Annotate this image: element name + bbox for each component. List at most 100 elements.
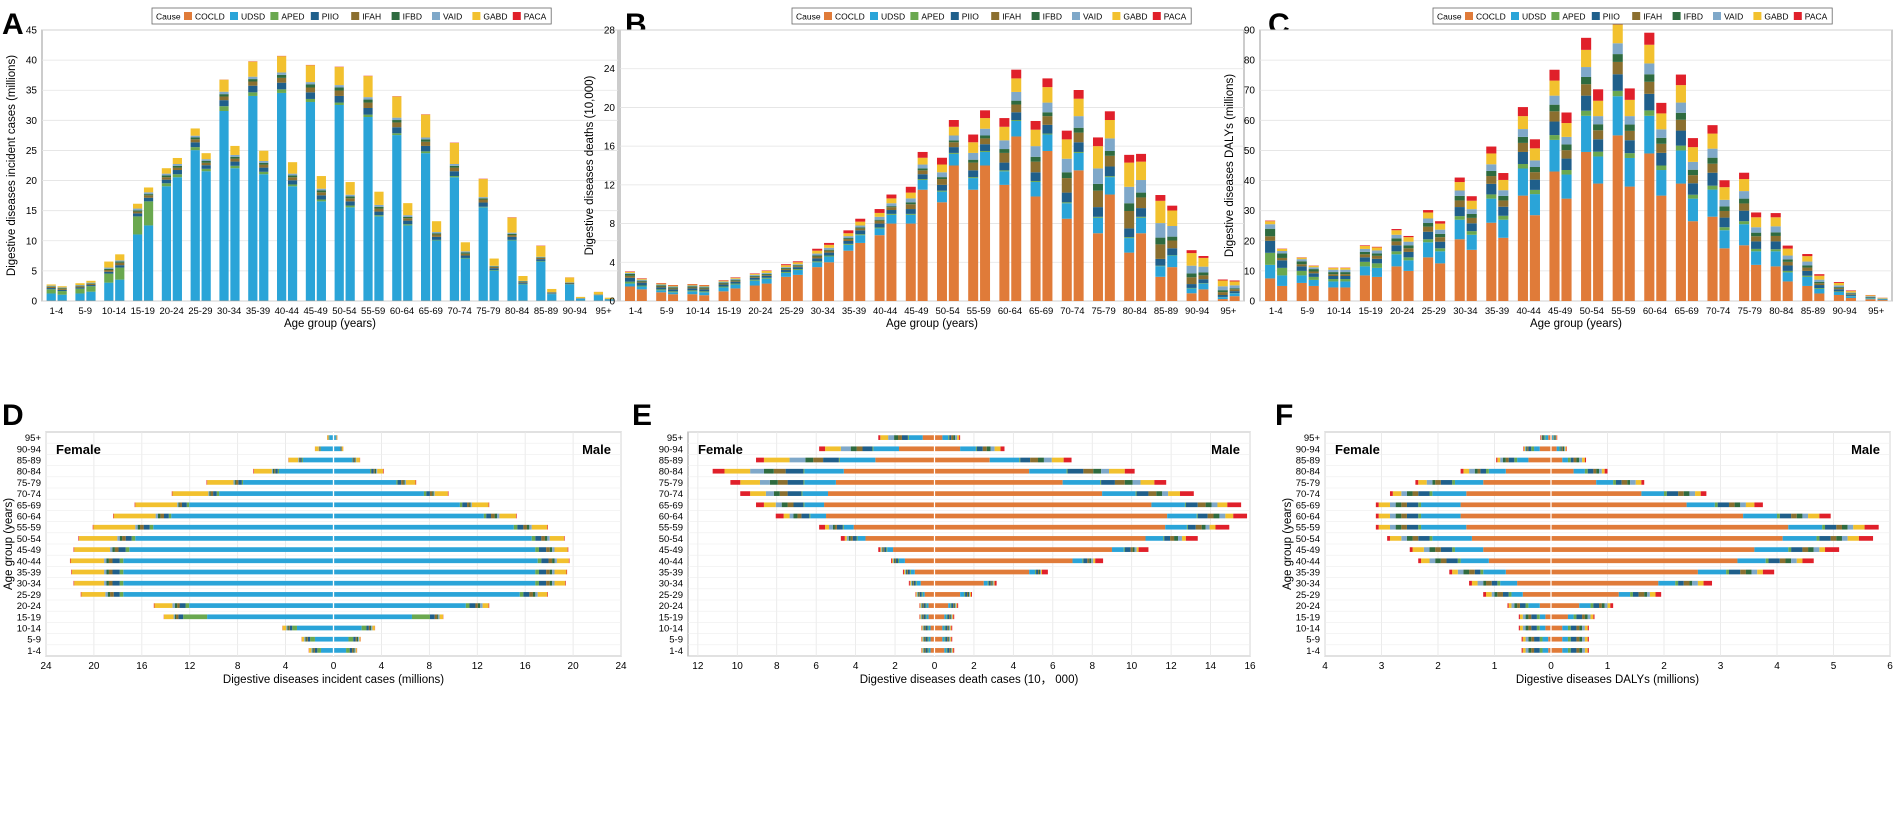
male-bar-udsd: [1072, 558, 1083, 564]
x-tick-label: 1: [1605, 661, 1611, 672]
male-bar-ifbd: [986, 446, 991, 452]
female-bar-ifah: [1477, 468, 1481, 474]
female-bar-vaid: [1469, 468, 1475, 474]
x-tick-label: 30-34: [1453, 306, 1477, 317]
y-tick-label: 25-29: [17, 590, 41, 601]
male-bar-vaid: [1178, 536, 1182, 541]
male-bar-cocld: [1551, 580, 1659, 586]
bar-segment-cocld: [687, 294, 698, 301]
male-bar-udsd: [944, 648, 947, 653]
bar-segment-piio: [1751, 241, 1762, 249]
female-bar-piio: [178, 614, 184, 620]
female-bar-ifah: [922, 614, 924, 620]
female-bar-vaid: [117, 536, 120, 541]
female-bar-ifbd: [158, 513, 161, 519]
female-bar-aped: [803, 468, 805, 474]
bar-segment-udsd: [1198, 283, 1209, 290]
bar-segment-cocld: [1802, 285, 1813, 301]
bar-segment-piio: [392, 127, 402, 134]
female-bar-vaid: [750, 468, 764, 474]
bar-segment-vaid: [699, 286, 710, 288]
bar-segment-udsd: [1529, 194, 1540, 216]
bar-segment-udsd: [668, 292, 679, 295]
bar-segment-ifbd: [718, 282, 729, 284]
female-bar-piio: [163, 513, 169, 519]
female-bar-vaid: [311, 648, 313, 653]
female-bar-gabd: [783, 513, 790, 519]
male-bar-paca: [568, 558, 570, 564]
male-bar-piio: [947, 614, 950, 620]
bar-segment-piio: [656, 287, 667, 290]
bar-segment-paca: [1092, 137, 1103, 147]
female-bar-ifah: [299, 457, 301, 463]
female-bar-aped: [119, 592, 124, 597]
male-bar-gabd: [554, 547, 568, 552]
male-bar-paca: [447, 491, 449, 496]
male-bar-vaid: [1692, 580, 1698, 586]
bar-segment-ifbd: [161, 175, 172, 178]
bar-segment-piio: [259, 167, 269, 172]
female-bar-piio: [1534, 636, 1540, 642]
female-bar-paca: [153, 603, 155, 608]
legend-swatch-aped: [910, 12, 919, 20]
bar-segment-vaid: [1198, 266, 1209, 273]
bar-segment-aped: [334, 102, 344, 105]
female-bar-ifah: [779, 491, 788, 496]
male-bar-paca: [415, 480, 417, 485]
bar-segment-gabd: [843, 233, 854, 237]
bar-segment-paca: [874, 209, 885, 213]
y-tick-label: 95+: [667, 433, 684, 444]
female-bar-cocld: [922, 435, 935, 440]
female-bar-gabd: [903, 569, 905, 575]
bar-segment-ifah: [1277, 257, 1288, 261]
bar-segment-vaid: [1435, 229, 1446, 234]
bar-segment-ifah: [57, 288, 67, 290]
male-bar-udsd: [334, 513, 484, 519]
bar-segment-cocld: [761, 283, 772, 301]
female-bar-udsd: [320, 446, 333, 452]
female-bar-piio: [1531, 625, 1537, 631]
bar-segment-paca: [1391, 229, 1402, 231]
female-bar-piio: [836, 524, 843, 530]
bar-segment-ifbd: [917, 168, 928, 171]
bar-segment-ifbd: [1770, 232, 1781, 236]
bar-segment-udsd: [219, 110, 229, 301]
bar-segment-cocld: [1391, 266, 1402, 301]
bar-segment-udsd: [1517, 168, 1528, 196]
female-bar-aped: [1531, 446, 1535, 452]
male-bar-ifah: [1683, 580, 1690, 586]
male-label: Male: [1851, 442, 1880, 457]
bar-segment-ifah: [104, 269, 114, 272]
male-bar-udsd: [1596, 480, 1614, 485]
bar-segment-udsd: [1359, 266, 1370, 276]
bar-segment-cocld: [874, 235, 885, 301]
bar-segment-gabd: [761, 270, 772, 273]
bar-segment-ifah: [86, 283, 96, 286]
bar-segment-udsd: [855, 235, 866, 243]
bar-segment-udsd: [345, 207, 355, 301]
male-bar-vaid: [949, 625, 951, 631]
bar-segment-vaid: [1011, 91, 1022, 101]
bar-segment-aped: [161, 183, 172, 187]
female-bar-ifah: [834, 524, 837, 530]
bar-segment-ifbd: [1517, 136, 1528, 143]
bar-segment-vaid: [507, 232, 517, 234]
male-bar-gabd: [994, 446, 1001, 452]
female-bar-ifbd: [234, 480, 236, 485]
bar-segment-gabd: [1308, 265, 1319, 268]
female-bar-ifbd: [1395, 502, 1402, 508]
bar-segment-ifbd: [431, 233, 442, 235]
male-bar-ifah: [951, 435, 954, 440]
bar-segment-ifah: [1340, 274, 1351, 277]
bar-segment-ifbd: [363, 99, 373, 103]
bar-segment-cocld: [792, 274, 803, 301]
bar-segment-udsd: [1030, 181, 1041, 197]
female-bar-ifbd: [1502, 457, 1506, 463]
female-bar-ifbd: [882, 547, 884, 552]
bar-segment-cocld: [1328, 287, 1339, 301]
bar-segment-ifah: [905, 204, 916, 210]
x-tick-label: 60-64: [1643, 306, 1667, 317]
bar-segment-piio: [1011, 112, 1022, 121]
bar-segment-gabd: [624, 271, 635, 273]
female-bar-vaid: [922, 648, 924, 653]
